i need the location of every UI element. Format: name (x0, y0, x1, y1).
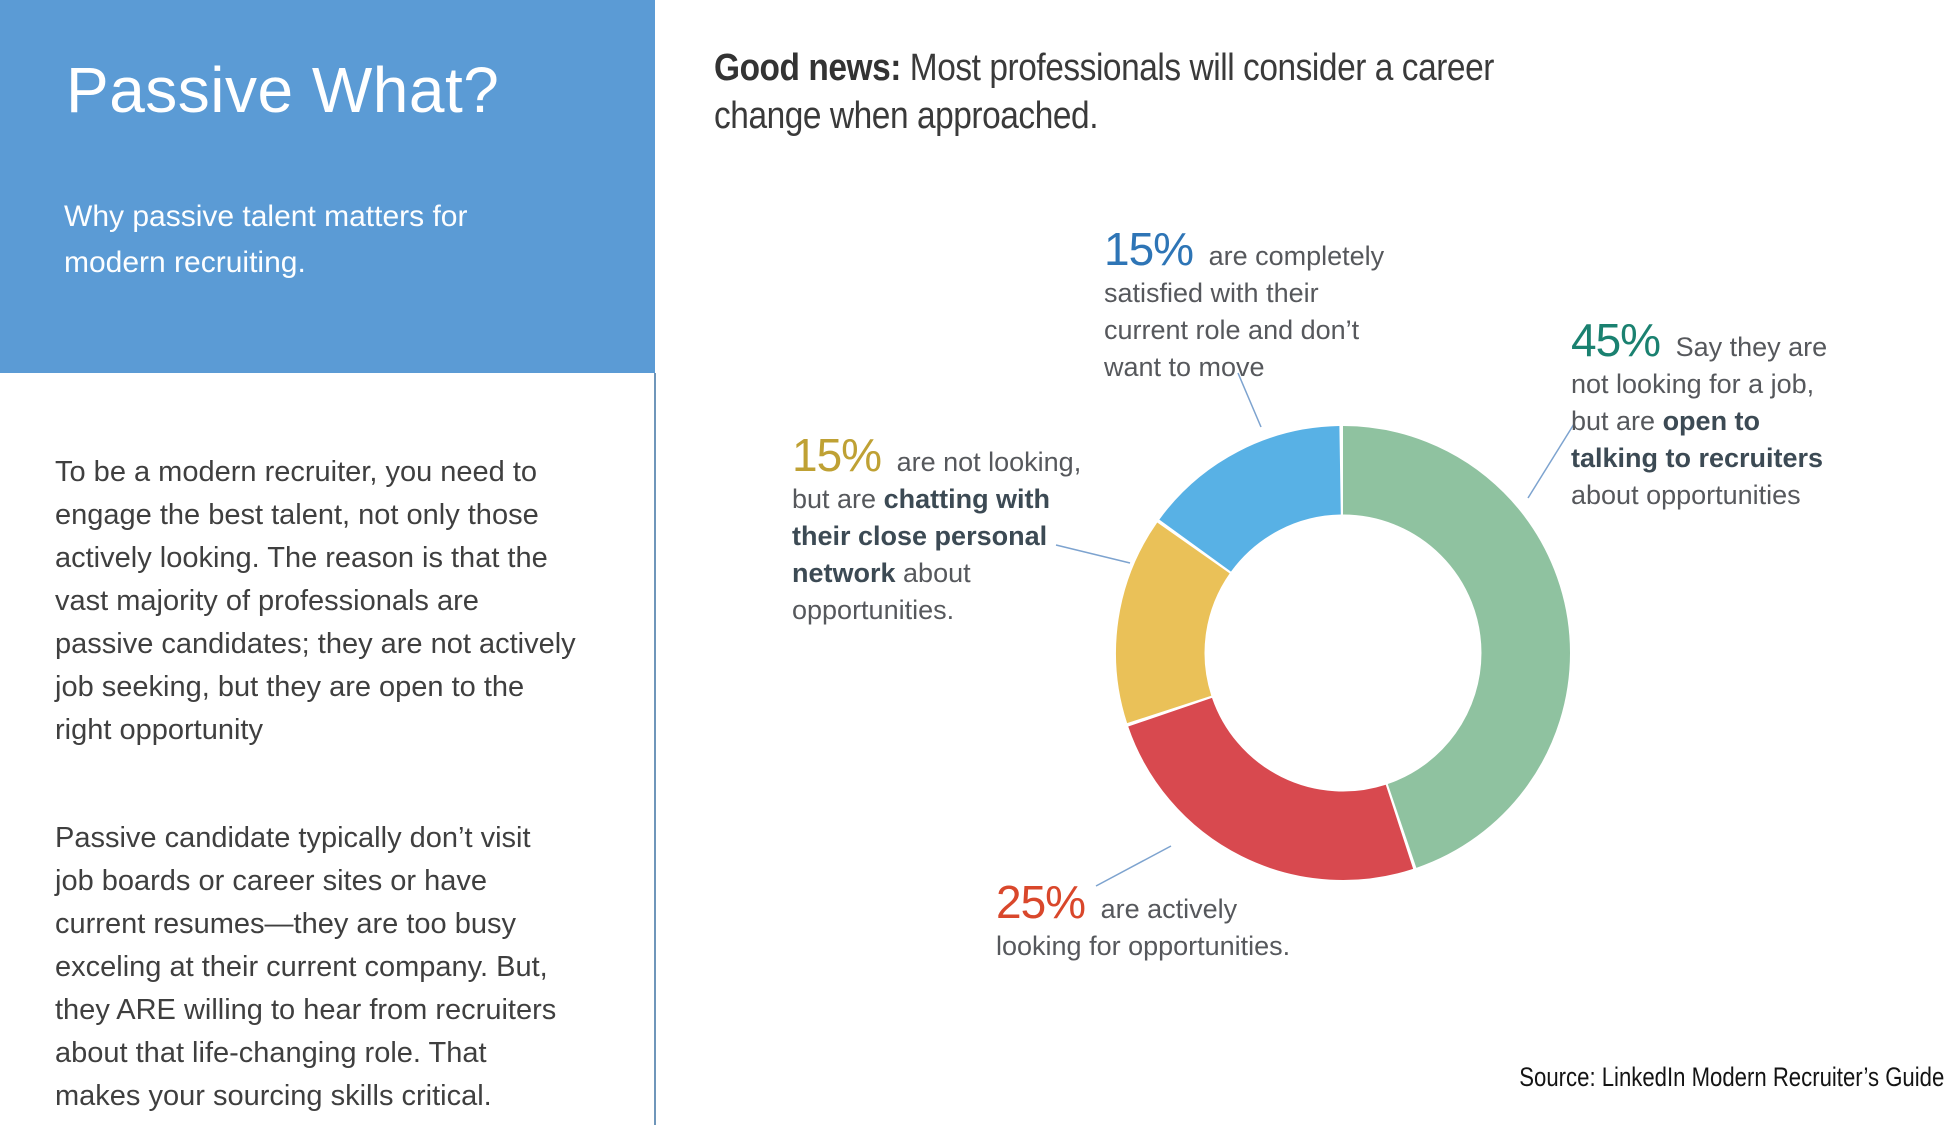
good-news-lead: Good news: (714, 47, 901, 89)
annotation-text-bold: network (792, 558, 896, 588)
annotation-text-bold: their close personal (792, 521, 1048, 551)
annotation-text: are actively (1093, 894, 1238, 924)
annotation-line: but are open to (1571, 403, 1827, 440)
page-title: Passive What? (66, 54, 500, 126)
annotation-line: not looking for a job, (1571, 369, 1815, 399)
annotation-line: 45% Say they are (1571, 317, 1828, 366)
body-paragraph-2: Passive candidate typically don’t visit … (55, 822, 557, 1112)
annotation-text: but are (1571, 406, 1663, 436)
annotation-line: talking to recruiters (1571, 440, 1827, 477)
body-paragraph-1: To be a modern recruiter, you need to en… (55, 456, 576, 746)
annotation-chatting-network: 15% are not looking, but are chatting wi… (792, 432, 1082, 629)
donut-chart (1093, 403, 1593, 903)
annotation-line: looking for opportunities. (996, 931, 1291, 961)
annotation-line: current role and don’t (1104, 315, 1360, 345)
annotation-actively-looking: 25% are actively looking for opportuniti… (996, 879, 1291, 965)
annotation-line: about opportunities (1571, 480, 1801, 510)
annotation-text: about (895, 558, 971, 588)
source-credit: Source: LinkedIn Modern Recruiter’s Guid… (1519, 1062, 1944, 1092)
annotation-line: their close personal (792, 518, 1081, 555)
vertical-divider (654, 373, 656, 1125)
good-news-heading: Good news: Most professionals will consi… (714, 44, 1494, 140)
page-subtitle: Why passive talent matters for modern re… (64, 200, 468, 279)
pct-value-red: 25% (996, 876, 1086, 928)
annotation-text: but are (792, 484, 884, 514)
annotation-satisfied: 15% are completely satisfied with their … (1104, 226, 1385, 386)
annotation-line: 15% are not looking, (792, 432, 1082, 481)
pct-value-gold: 15% (792, 429, 882, 481)
pct-value-blue: 15% (1104, 223, 1194, 275)
annotation-text-bold: open to (1662, 406, 1761, 436)
donut-segment-0 (1115, 425, 1571, 881)
annotation-text: Say they are (1668, 332, 1828, 362)
annotation-line: but are chatting with (792, 481, 1081, 518)
annotation-line: 15% are completely (1104, 226, 1385, 275)
annotation-line: 25% are actively (996, 879, 1290, 928)
annotation-text-bold: chatting with (883, 484, 1051, 514)
annotation-open-to-talking: 45% Say they are not looking for a job, … (1571, 317, 1828, 514)
annotation-line: network about (792, 555, 1081, 592)
annotation-text: are completely (1201, 241, 1385, 271)
body-text: To be a modern recruiter, you need to en… (55, 408, 655, 1127)
header-panel (0, 0, 655, 373)
donut-svg (1115, 425, 1571, 881)
donut-segment-3 (1115, 425, 1571, 881)
good-news-rest: Most professionals will consider a caree… (714, 47, 1494, 137)
pct-value-teal: 45% (1571, 314, 1661, 366)
annotation-line: want to move (1104, 352, 1265, 382)
annotation-text-bold: talking to recruiters (1571, 443, 1824, 473)
annotation-line: opportunities. (792, 595, 955, 625)
annotation-text: are not looking, (889, 447, 1082, 477)
annotation-line: satisfied with their (1104, 278, 1319, 308)
